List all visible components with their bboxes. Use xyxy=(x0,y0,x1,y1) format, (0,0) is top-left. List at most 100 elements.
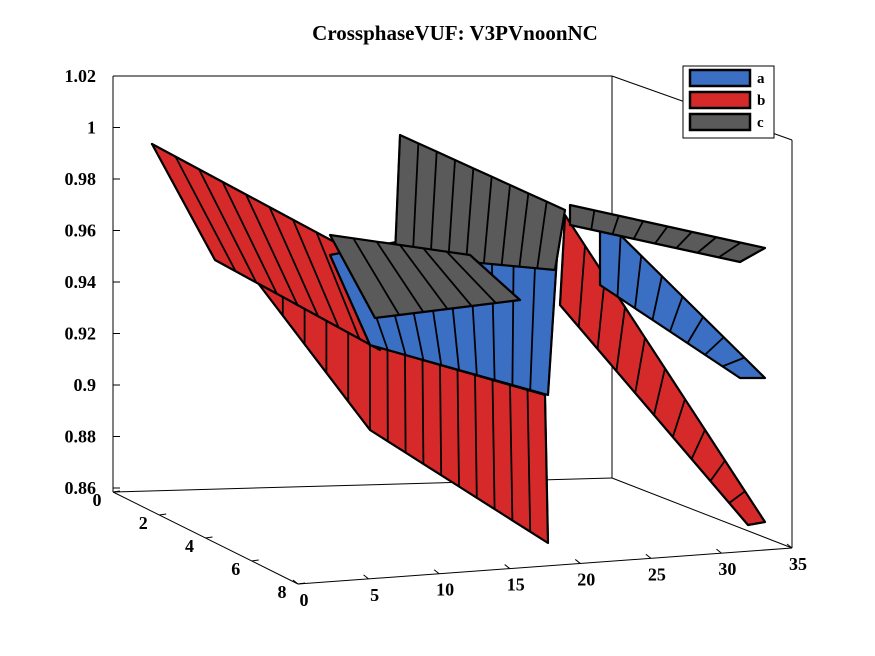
x-tick-label: 5 xyxy=(370,585,379,605)
series-c-middle-low-grid-line xyxy=(375,241,425,313)
x-tick-mark xyxy=(363,574,369,580)
z-tick-label: 0.86 xyxy=(65,478,97,498)
series-c-middle-grid-line xyxy=(536,201,548,269)
series-c-middle-grid-line xyxy=(500,184,511,266)
series-b-left-grid-line xyxy=(404,354,407,453)
series-c-middle-low-grid-line xyxy=(329,234,376,319)
z-tick-label: 0.98 xyxy=(65,169,97,189)
series-b-left-grid-line xyxy=(421,359,425,464)
z-tick-label: 0.9 xyxy=(74,375,97,395)
x-axis-ticks: 0 5 10 15 20 25 30 35 xyxy=(292,543,807,610)
series-b-right-grid-line xyxy=(577,245,586,328)
series-c-middle-grid-line xyxy=(554,209,566,271)
series-c-right-grid-line xyxy=(654,225,669,245)
series-b-left-grid-line xyxy=(544,394,549,544)
y-tick-mark xyxy=(205,536,213,539)
legend-label-b: b xyxy=(757,93,765,109)
series-b-right-grid-line xyxy=(559,214,566,306)
series-a-right-grid-line xyxy=(651,275,663,321)
series-c-right-grid-line xyxy=(675,231,693,249)
series-b-right-grid-line xyxy=(728,490,746,504)
surface-group xyxy=(150,133,767,545)
x-tick-label: 25 xyxy=(648,564,666,584)
series-c-middle-grid-line xyxy=(447,159,456,261)
y-tick-label: 4 xyxy=(185,536,194,556)
chart-title: CrossphaseVUF: V3PVnoonNC xyxy=(312,21,598,45)
series-c-right-grid-line xyxy=(739,247,766,263)
z-tick-label: 1.02 xyxy=(65,66,97,86)
series-b-left-top-grid-line xyxy=(268,206,319,317)
series-b-left-grid-line xyxy=(526,389,532,532)
z-tick-label: 0.94 xyxy=(65,272,97,292)
series-c-middle-low-grid-line xyxy=(446,251,497,304)
x-tick-mark xyxy=(716,548,722,554)
z-tick-label: 0.88 xyxy=(65,427,97,447)
x-tick-label: 0 xyxy=(300,590,309,610)
series-a-middle-grid-line xyxy=(329,254,371,346)
series-b-right-grid-line xyxy=(615,306,626,372)
x-tick-mark xyxy=(574,559,581,564)
series-b-left-top-grid-line xyxy=(245,194,299,306)
y-axis-ticks: 0 2 4 6 8 xyxy=(93,490,306,602)
box-floor-right xyxy=(611,477,793,549)
y-tick-mark xyxy=(251,559,259,562)
z-tick-label: 0.92 xyxy=(65,324,97,344)
series-b-right-grid-line xyxy=(747,521,766,526)
legend-swatch-c xyxy=(688,112,752,132)
series-b-left-grid-line xyxy=(509,384,514,521)
series-a-right-grid-line xyxy=(704,336,725,356)
legend-label-a: a xyxy=(757,71,765,87)
x-axis-line xyxy=(297,547,793,585)
y-tick-mark xyxy=(297,582,306,585)
legend-swatch-a xyxy=(688,68,752,88)
series-a-right-grid-line xyxy=(686,316,704,344)
y-tick-mark xyxy=(159,513,167,516)
x-tick-label: 30 xyxy=(718,559,736,579)
y-tick-label: 2 xyxy=(139,513,148,533)
series-c-middle-grid-line xyxy=(394,134,401,256)
x-tick-label: 35 xyxy=(789,554,807,574)
series-c-middle-low-grid-line xyxy=(352,237,400,316)
series-c-middle-low-grid-line xyxy=(399,244,449,310)
x-tick-mark xyxy=(433,569,440,575)
series-b-right-grid-line xyxy=(671,398,686,438)
series-c-middle-grid-line xyxy=(518,193,530,267)
series-c-right-grid-line xyxy=(632,220,644,240)
z-tick-label: 0.96 xyxy=(65,221,97,241)
series-c-right-grid-line xyxy=(696,236,717,254)
series-b-left-grid-line xyxy=(456,369,460,487)
x-tick-label: 15 xyxy=(507,575,525,595)
series-c-middle-grid-line xyxy=(429,151,438,259)
series-c-middle-grid-line xyxy=(482,176,493,264)
series-a-right-grid-line xyxy=(722,356,745,368)
series-c-right-grid-line xyxy=(590,210,596,230)
x-tick-mark xyxy=(504,564,511,569)
series-b-right-grid-line xyxy=(634,337,646,394)
series-b-left-top-grid-line xyxy=(315,232,361,340)
series-c-middle-grid-line xyxy=(465,168,475,262)
x-tick-mark xyxy=(786,543,793,549)
series-b-left-top-grid-line xyxy=(174,156,237,272)
series-a-right-grid-line xyxy=(634,255,643,309)
series-c-right-grid-line xyxy=(611,215,620,235)
legend: abc xyxy=(682,65,775,139)
legend-swatch-b xyxy=(688,90,752,110)
y-tick-label: 0 xyxy=(93,490,102,510)
series-c-right-grid-line xyxy=(718,241,742,259)
legend-label-c: c xyxy=(757,115,764,131)
z-tick-label: 1 xyxy=(87,118,96,138)
series-a-right-grid-line xyxy=(616,235,622,297)
series-b-left-grid-line xyxy=(474,374,478,498)
series-b-left-top-grid-line xyxy=(292,219,340,328)
series-a-right-grid-line xyxy=(669,296,684,332)
y-tick-mark xyxy=(112,490,121,493)
series-c-middle-low-grid-line xyxy=(469,254,521,301)
x-tick-label: 10 xyxy=(436,580,454,600)
series-c-middle-grid-line xyxy=(411,143,420,257)
x-tick-mark xyxy=(645,553,652,559)
x-tick-mark xyxy=(292,579,299,585)
y-tick-label: 6 xyxy=(231,559,240,579)
series-b-right-grid-line xyxy=(690,429,706,460)
series-b-left-top-grid-line xyxy=(221,181,278,295)
